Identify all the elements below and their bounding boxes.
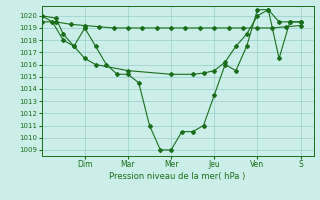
X-axis label: Pression niveau de la mer( hPa ): Pression niveau de la mer( hPa ) (109, 172, 246, 181)
